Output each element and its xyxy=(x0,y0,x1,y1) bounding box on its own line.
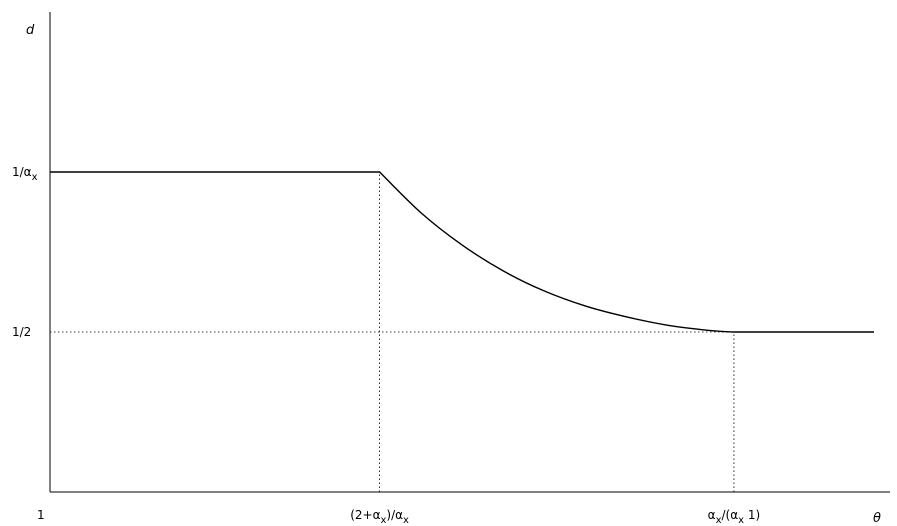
axes xyxy=(49,12,890,493)
series-layer xyxy=(50,171,874,333)
x-tick-label-1: (2+αx)/αx xyxy=(350,508,409,526)
y-axis-label: d xyxy=(26,23,35,38)
x-tick-label-2: αx/(αx 1) xyxy=(708,508,761,526)
x-tick-label-0: 1 xyxy=(37,508,45,522)
series-line-0 xyxy=(50,171,874,333)
reference-lines xyxy=(50,172,735,492)
tick-labels: 1 (2+αx)/αx αx/(αx 1) 1/2 1/αx xyxy=(12,165,760,526)
x-axis-label: θ xyxy=(873,511,881,526)
y-tick-label-1: 1/αx xyxy=(12,165,38,183)
y-tick-label-0: 1/2 xyxy=(12,325,31,339)
